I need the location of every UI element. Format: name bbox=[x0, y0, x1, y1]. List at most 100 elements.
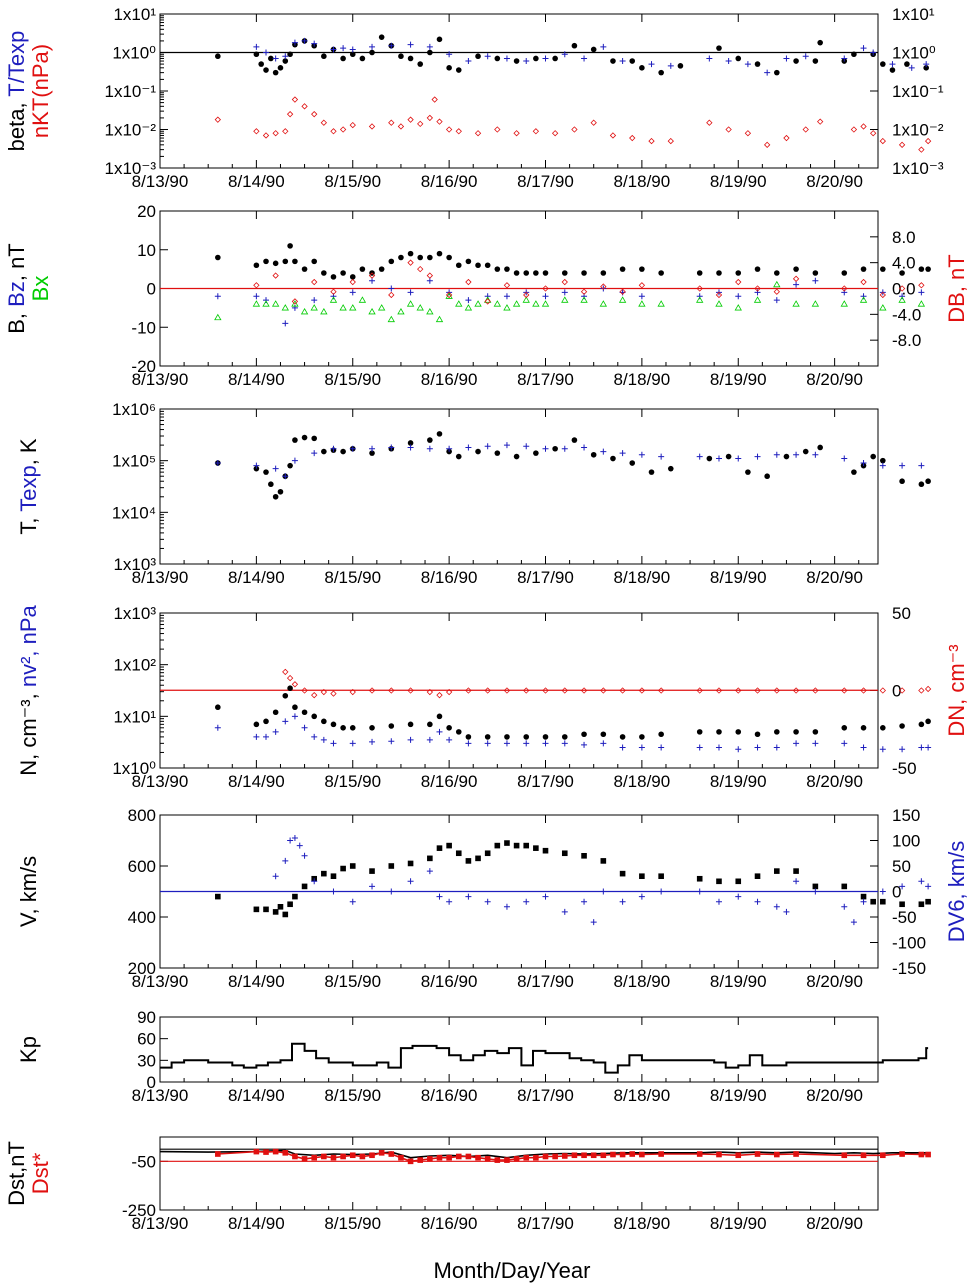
data-point bbox=[277, 65, 284, 71]
data-point bbox=[282, 1150, 289, 1156]
data-point bbox=[924, 137, 932, 145]
data-point bbox=[214, 116, 221, 123]
axis-title: DV6, km/s bbox=[944, 841, 969, 942]
data-point bbox=[899, 723, 905, 729]
data-point bbox=[764, 69, 771, 76]
data-point bbox=[918, 481, 925, 488]
data-point bbox=[320, 688, 328, 696]
axis-title-part: Dst,nT bbox=[4, 1141, 29, 1206]
x-tick-label: 8/14/90 bbox=[228, 568, 285, 587]
data-point bbox=[638, 293, 645, 300]
data-point bbox=[542, 1153, 549, 1160]
y2-tick-label: -8.0 bbox=[892, 331, 921, 350]
x-tick-label: 8/13/90 bbox=[132, 370, 189, 389]
data-point bbox=[735, 278, 742, 286]
data-point bbox=[917, 300, 926, 307]
data-point bbox=[465, 58, 472, 65]
data-point bbox=[436, 1154, 443, 1161]
data-point bbox=[272, 493, 279, 500]
data-point bbox=[812, 451, 819, 458]
data-point bbox=[263, 718, 269, 725]
data-point bbox=[898, 285, 906, 292]
data-point bbox=[696, 875, 703, 882]
data-point bbox=[715, 744, 722, 751]
data-point bbox=[311, 297, 318, 304]
data-point bbox=[417, 1157, 424, 1163]
data-point bbox=[321, 1153, 327, 1160]
data-point bbox=[754, 731, 761, 738]
data-point bbox=[898, 296, 906, 303]
data-point bbox=[657, 300, 665, 307]
x-tick-label: 8/15/90 bbox=[324, 172, 381, 191]
data-point bbox=[436, 250, 443, 257]
series-dst-1 bbox=[215, 1148, 931, 1165]
data-point bbox=[494, 842, 501, 849]
data-point bbox=[427, 49, 433, 56]
data-point bbox=[754, 61, 761, 67]
data-point bbox=[359, 266, 366, 272]
data-point bbox=[792, 300, 800, 307]
data-point bbox=[446, 724, 452, 731]
data-point bbox=[899, 270, 905, 276]
data-point bbox=[552, 55, 558, 62]
data-point bbox=[286, 674, 294, 682]
data-point bbox=[292, 1153, 298, 1160]
data-point bbox=[580, 288, 588, 295]
data-point bbox=[349, 445, 356, 452]
data-point bbox=[783, 908, 790, 915]
data-point bbox=[321, 718, 327, 725]
data-point bbox=[773, 687, 780, 694]
data-point bbox=[696, 293, 703, 300]
data-point bbox=[774, 69, 780, 76]
x-tick-label: 8/20/90 bbox=[806, 568, 863, 587]
data-point bbox=[860, 724, 867, 731]
data-point bbox=[398, 254, 404, 261]
data-point bbox=[571, 42, 578, 49]
data-point bbox=[744, 130, 752, 137]
x-axis-title: Month/Day/Year bbox=[434, 1258, 591, 1283]
axis-title-part: T, bbox=[16, 512, 41, 535]
data-point bbox=[793, 58, 799, 64]
data-point bbox=[503, 687, 511, 694]
data-point bbox=[301, 724, 308, 731]
data-point bbox=[263, 733, 270, 740]
data-point bbox=[561, 296, 569, 303]
data-point bbox=[214, 460, 221, 467]
data-point bbox=[923, 61, 930, 68]
data-point bbox=[282, 258, 289, 265]
data-point bbox=[277, 904, 284, 910]
data-point bbox=[561, 1153, 568, 1159]
data-point bbox=[311, 111, 318, 118]
data-point bbox=[552, 445, 558, 452]
data-point bbox=[388, 291, 395, 299]
data-point bbox=[484, 298, 491, 305]
data-point bbox=[416, 304, 424, 311]
data-point bbox=[841, 724, 848, 731]
x-tick-label: 8/16/90 bbox=[421, 370, 478, 389]
data-point bbox=[300, 307, 309, 315]
axis-title-part: Bz bbox=[4, 281, 29, 307]
data-point bbox=[542, 270, 549, 276]
data-point bbox=[639, 266, 645, 272]
data-point bbox=[426, 272, 434, 279]
data-point bbox=[638, 744, 645, 751]
y2-tick-label: 1x10⁰ bbox=[892, 44, 936, 63]
data-point bbox=[880, 1152, 886, 1159]
data-point bbox=[301, 709, 308, 716]
data-point bbox=[918, 721, 925, 728]
data-point bbox=[619, 734, 626, 740]
data-point bbox=[792, 275, 800, 282]
axis-title-part: Dst* bbox=[28, 1152, 53, 1194]
data-point bbox=[321, 270, 327, 276]
data-point bbox=[268, 481, 274, 488]
data-point bbox=[715, 898, 722, 905]
data-point bbox=[725, 453, 732, 460]
data-point bbox=[811, 300, 820, 307]
x-tick-label: 8/17/90 bbox=[517, 1214, 574, 1233]
data-point bbox=[426, 688, 434, 696]
data-point bbox=[735, 746, 742, 753]
data-point bbox=[330, 690, 337, 697]
data-point bbox=[696, 270, 703, 276]
data-point bbox=[773, 280, 781, 288]
data-point bbox=[918, 282, 925, 289]
